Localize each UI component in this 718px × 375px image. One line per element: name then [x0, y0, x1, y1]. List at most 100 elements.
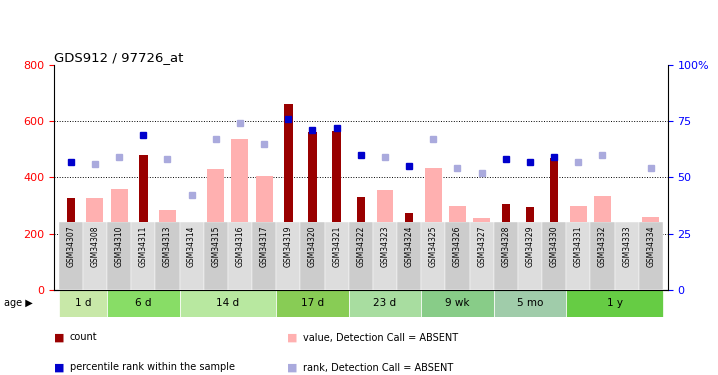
Text: rank, Detection Call = ABSENT: rank, Detection Call = ABSENT: [303, 363, 453, 372]
Text: GSM34334: GSM34334: [646, 226, 656, 267]
Text: ■: ■: [54, 363, 65, 372]
Text: age ▶: age ▶: [4, 298, 32, 308]
Bar: [228, 222, 252, 290]
Bar: [421, 222, 445, 290]
Text: GSM34315: GSM34315: [211, 226, 220, 267]
Text: GSM34308: GSM34308: [90, 226, 99, 267]
Bar: [59, 290, 107, 317]
Text: GSM34320: GSM34320: [308, 226, 317, 267]
Bar: [183, 248, 200, 290]
Text: 9 wk: 9 wk: [445, 298, 470, 308]
Text: GDS912 / 97726_at: GDS912 / 97726_at: [54, 51, 183, 64]
Text: 1 y: 1 y: [607, 298, 623, 308]
Bar: [376, 190, 393, 290]
Text: GSM34321: GSM34321: [332, 226, 341, 267]
Bar: [204, 222, 228, 290]
Bar: [180, 290, 276, 317]
Bar: [615, 222, 639, 290]
Bar: [159, 210, 176, 290]
Bar: [208, 169, 224, 290]
Text: GSM34317: GSM34317: [260, 226, 269, 267]
Bar: [231, 140, 248, 290]
Text: GSM34313: GSM34313: [163, 226, 172, 267]
Text: 14 d: 14 d: [216, 298, 239, 308]
Text: GSM34325: GSM34325: [429, 226, 438, 267]
Text: GSM34329: GSM34329: [526, 226, 534, 267]
Bar: [131, 222, 155, 290]
Text: GSM34311: GSM34311: [139, 226, 148, 267]
Text: GSM34332: GSM34332: [598, 226, 607, 267]
Bar: [421, 290, 494, 317]
Bar: [567, 222, 590, 290]
Bar: [570, 206, 587, 290]
Bar: [325, 222, 349, 290]
Bar: [502, 204, 510, 290]
Text: 6 d: 6 d: [135, 298, 151, 308]
Bar: [300, 222, 325, 290]
Text: ■: ■: [287, 333, 298, 342]
Bar: [139, 155, 147, 290]
Bar: [445, 222, 470, 290]
Bar: [276, 290, 349, 317]
Text: GSM34333: GSM34333: [623, 226, 631, 267]
Bar: [526, 207, 534, 290]
Bar: [567, 290, 663, 317]
Bar: [349, 222, 373, 290]
Bar: [357, 197, 365, 290]
Bar: [86, 198, 103, 290]
Text: 1 d: 1 d: [75, 298, 91, 308]
Text: GSM34330: GSM34330: [550, 226, 559, 267]
Bar: [494, 222, 518, 290]
Text: GSM34314: GSM34314: [187, 226, 196, 267]
Text: 23 d: 23 d: [373, 298, 396, 308]
Bar: [107, 222, 131, 290]
Bar: [590, 222, 615, 290]
Bar: [518, 222, 542, 290]
Bar: [284, 104, 292, 290]
Bar: [639, 222, 663, 290]
Bar: [83, 222, 107, 290]
Bar: [276, 222, 300, 290]
Text: ■: ■: [54, 333, 65, 342]
Bar: [332, 131, 341, 290]
Bar: [643, 217, 659, 290]
Bar: [594, 196, 611, 290]
Bar: [550, 158, 559, 290]
Text: GSM34328: GSM34328: [501, 226, 510, 267]
Bar: [397, 222, 421, 290]
Text: GSM34326: GSM34326: [453, 226, 462, 267]
Text: GSM34310: GSM34310: [115, 226, 123, 267]
Text: percentile rank within the sample: percentile rank within the sample: [70, 363, 235, 372]
Text: GSM34331: GSM34331: [574, 226, 583, 267]
Bar: [349, 290, 421, 317]
Text: GSM34324: GSM34324: [405, 226, 414, 267]
Text: GSM34327: GSM34327: [477, 226, 486, 267]
Bar: [67, 198, 75, 290]
Text: GSM34322: GSM34322: [356, 226, 365, 267]
Bar: [111, 189, 128, 290]
Bar: [373, 222, 397, 290]
Text: GSM34319: GSM34319: [284, 226, 293, 267]
Bar: [405, 213, 414, 290]
Bar: [473, 218, 490, 290]
Bar: [256, 176, 273, 290]
Text: GSM34323: GSM34323: [381, 226, 389, 267]
Bar: [107, 290, 180, 317]
Bar: [180, 222, 204, 290]
Bar: [470, 222, 494, 290]
Bar: [494, 290, 567, 317]
Text: count: count: [70, 333, 97, 342]
Bar: [252, 222, 276, 290]
Bar: [449, 206, 466, 290]
Bar: [542, 222, 567, 290]
Text: GSM34316: GSM34316: [236, 226, 244, 267]
Text: value, Detection Call = ABSENT: value, Detection Call = ABSENT: [303, 333, 458, 342]
Text: 17 d: 17 d: [301, 298, 324, 308]
Text: ■: ■: [287, 363, 298, 372]
Bar: [155, 222, 180, 290]
Bar: [308, 132, 317, 290]
Text: 5 mo: 5 mo: [517, 298, 543, 308]
Bar: [425, 168, 442, 290]
Bar: [59, 222, 83, 290]
Text: GSM34307: GSM34307: [66, 226, 75, 267]
